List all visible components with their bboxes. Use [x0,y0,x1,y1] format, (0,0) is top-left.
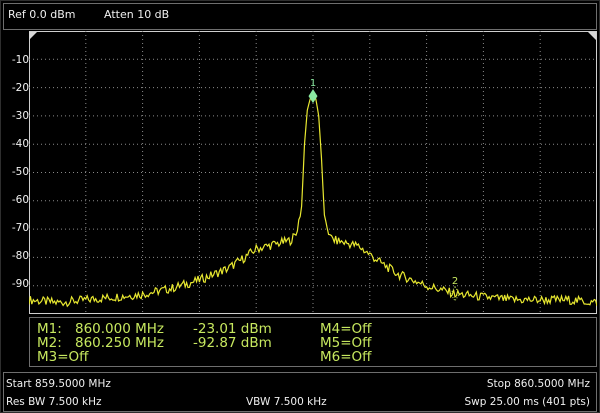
y-tick-label: -30 [11,110,29,122]
spectrum-plot[interactable]: 12 [29,31,597,314]
y-tick-label: -60 [11,194,29,206]
marker-2-diamond [449,285,461,302]
marker-table: M1: 860.000 MHz -23.01 dBm M4=Off M2: 86… [29,317,597,367]
marker-2-level: -92.87 dBm [193,335,272,351]
video-bandwidth[interactable]: VBW 7.500 kHz [246,396,327,408]
ref-level[interactable]: Ref 0.0 dBm [8,8,76,21]
resolution-bandwidth[interactable]: Res BW 7.500 kHz [6,396,102,408]
marker-number-label: 2 [452,276,458,287]
scale-tick-arrow [29,32,37,40]
footer-bar: Start 859.5000 MHz Stop 860.5000 MHz Res… [3,372,597,412]
marker-1-frequency: 860.000 MHz [75,321,165,337]
y-tick-label: -90 [11,278,29,290]
y-tick-label: -40 [11,138,29,150]
marker-6-status[interactable]: M6=Off [320,349,372,365]
marker-2: 2 [449,276,461,302]
trace-markers: 12 [308,78,461,302]
y-tick-label: -10 [11,54,29,66]
start-frequency[interactable]: Start 859.5000 MHz [6,378,111,390]
marker-1: 1 [308,78,318,104]
marker-3-status[interactable]: M3=Off [37,349,89,365]
marker-number-label: 1 [310,78,316,89]
marker-2-name[interactable]: M2: [37,335,62,351]
marker-1-diamond [308,89,318,104]
marker-1-level: -23.01 dBm [193,321,272,337]
y-tick-label: -70 [11,222,29,234]
header-bar: Ref 0.0 dBm Atten 10 dB [3,3,597,30]
plot-grid [29,31,597,314]
marker-5-status[interactable]: M5=Off [320,335,372,351]
marker-2-frequency: 860.250 MHz [75,335,165,351]
marker-4-status[interactable]: M4=Off [320,321,372,337]
sweep-time[interactable]: Swp 25.00 ms (401 pts) [464,396,590,408]
y-tick-label: -80 [11,250,29,262]
attenuation[interactable]: Atten 10 dB [104,8,170,21]
stop-frequency[interactable]: Stop 860.5000 MHz [486,378,590,390]
marker-1-name[interactable]: M1: [37,321,62,337]
y-tick-label: -50 [11,166,29,178]
y-tick-label: -20 [11,82,29,94]
scale-tick-arrow-right [588,32,596,40]
